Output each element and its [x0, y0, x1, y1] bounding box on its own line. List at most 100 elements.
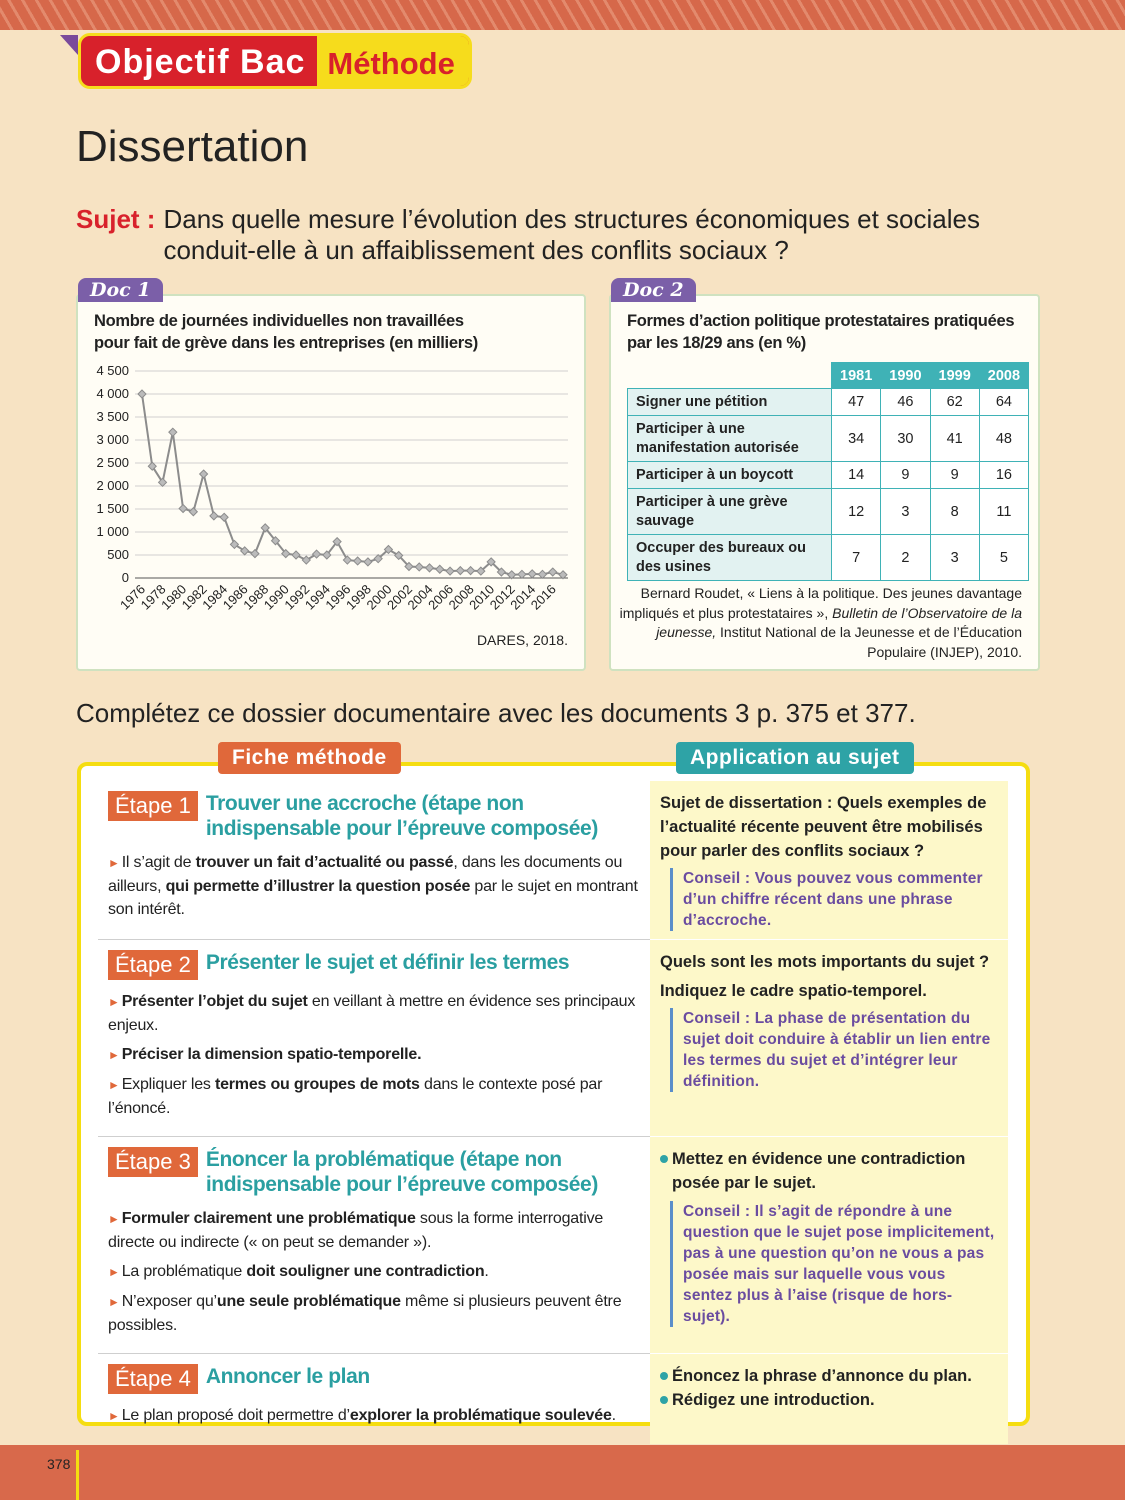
row-label: Signer une pétition [627, 388, 832, 416]
t: Expliquer les [121, 1076, 215, 1093]
table-header-row: 1981 1990 1999 2008 [628, 362, 1030, 389]
t: termes ou groupes de mots [214, 1076, 420, 1093]
bullet: Rédigez une introduction. [660, 1388, 998, 1412]
cell: 7 [830, 534, 882, 581]
sujet: Sujet : Dans quelle mesure l’évolution de… [76, 204, 1036, 266]
point [424, 563, 435, 573]
y-tick-label: 2 000 [96, 478, 129, 493]
cell: 41 [929, 415, 980, 462]
t: en veillant à mettre en évidence ses pri… [108, 993, 636, 1034]
step-item: N’exposer qu’une seule problématique mêm… [108, 1290, 640, 1337]
badge-text: Objectif Bac [95, 43, 306, 81]
table-row: Participer à une grève sauvage 12 3 8 11 [627, 488, 1030, 535]
data-table: 1981 1990 1999 2008 Signer une pétition 47 46 6… [627, 362, 1030, 581]
cell: 30 [880, 415, 931, 462]
step-item: Préciser la dimension spatio-temporelle. [108, 1043, 640, 1067]
t: Préciser la dimension spatio-temporelle. [121, 1046, 422, 1063]
table-row: Participer à un boycott 14 9 9 16 [627, 461, 1030, 489]
y-tick-label: 2 500 [96, 455, 129, 470]
top-stripes [0, 0, 1125, 30]
y-tick-label: 3 500 [96, 409, 129, 424]
table-row: Participer à une manifestation autorisée… [627, 415, 1030, 462]
point [363, 557, 373, 567]
t: explorer la problématique soulevée [349, 1407, 612, 1424]
t: doit souligner une contradiction [246, 1263, 485, 1280]
cell: 3 [880, 488, 931, 535]
point [527, 569, 537, 579]
point [445, 566, 455, 576]
instruction: Complétez ce dossier documentaire avec l… [76, 698, 916, 728]
row-label: Occuper des bureaux ou des usines [627, 534, 832, 581]
point [373, 553, 383, 564]
t: . [484, 1263, 489, 1280]
chart: 0 500 1 000 1 500 2 000 2 500 3 000 3 500 4 000 4… [96, 363, 568, 613]
step-title: Annoncer le plan [205, 1365, 370, 1388]
question: Sujet de dissertation : Quels exemples d… [660, 794, 987, 860]
point [352, 556, 363, 566]
chart-title: Nombre de journées individuelles non tra… [94, 312, 478, 352]
table-row: Occuper des bureaux ou des usines 7 2 3 5 [627, 534, 1030, 581]
cell: 14 [830, 461, 882, 489]
chart-source: DARES, 2018. [476, 632, 568, 648]
point [291, 550, 301, 560]
point [311, 549, 322, 559]
cell: 8 [929, 488, 980, 535]
point [414, 562, 424, 572]
cell: 47 [830, 388, 882, 416]
cell: 64 [978, 388, 1030, 416]
y-tick-label: 4 000 [96, 386, 129, 401]
y-tick-label: 4 500 [96, 363, 129, 378]
point [496, 567, 507, 577]
badge: Objectif Bac Méthode [78, 33, 472, 89]
step-item: Présenter l’objet du sujet en veillant à… [108, 990, 640, 1037]
doc-label: Doc 2 [611, 278, 696, 302]
cell: 5 [978, 534, 1030, 581]
empty-cell [628, 363, 832, 389]
source: Bernard Roudet, « Liens à la politique. … [602, 584, 1022, 662]
point [147, 461, 157, 471]
cell: 9 [880, 461, 931, 489]
tab: Application au sujet [676, 742, 914, 774]
point [157, 477, 168, 488]
point [260, 523, 270, 533]
point [517, 569, 527, 580]
y-tick-label: 3 000 [96, 432, 129, 447]
cell: 46 [880, 388, 931, 416]
t: Présenter l’objet du sujet [121, 993, 308, 1010]
point [506, 570, 517, 580]
sujet-text: Dans quelle mesure l’évolution des struc… [163, 204, 980, 265]
x-tick-label: 2016 [528, 582, 559, 613]
point [250, 548, 260, 559]
point [178, 503, 188, 514]
point [281, 548, 291, 559]
column-header: 1981 [830, 362, 882, 389]
y-tick-label: 1 000 [96, 524, 129, 539]
row-label: Participer à une manifestation autorisée [627, 415, 832, 462]
cell: 2 [880, 534, 931, 581]
point [465, 565, 476, 576]
step-item: Formuler clairement une problématique so… [108, 1207, 640, 1254]
step-item: Il s’agit de trouver un fait d’actualité… [108, 851, 640, 921]
steps: Étape 1 Trouver une accroche (étape non i… [98, 781, 1008, 1444]
cell: 12 [830, 488, 882, 535]
badge-tag: Méthode [317, 36, 469, 86]
cell: 34 [830, 415, 882, 462]
step-title: Trouver une accroche (étape non indispen… [205, 792, 598, 840]
bottom-band [0, 1445, 1125, 1500]
t: même si plusieurs peuvent être possibles… [108, 1293, 622, 1334]
cell: 3 [929, 534, 980, 581]
point [209, 511, 219, 521]
source-journal: Bulletin de l’Observatoire de la jeuness… [656, 604, 1022, 641]
point [383, 544, 394, 555]
cell: 9 [929, 461, 980, 489]
question: Indiquez le cadre spatio-temporel. [660, 982, 927, 1000]
y-tick-label: 500 [107, 547, 129, 562]
point [322, 550, 332, 560]
cell: 16 [978, 461, 1030, 489]
t: dans le contexte posé par l’énoncé. [108, 1076, 603, 1117]
doc1-panel: Doc 1 Nombre de journées individuelles n… [76, 278, 586, 671]
conseil: Conseil : Vous pouvez vous commenter d’u… [670, 868, 998, 931]
step-title: Présenter le sujet et définir les termes [205, 951, 570, 974]
t: . [611, 1407, 616, 1424]
conseil: Conseil : La phase de présentation du su… [670, 1008, 998, 1092]
